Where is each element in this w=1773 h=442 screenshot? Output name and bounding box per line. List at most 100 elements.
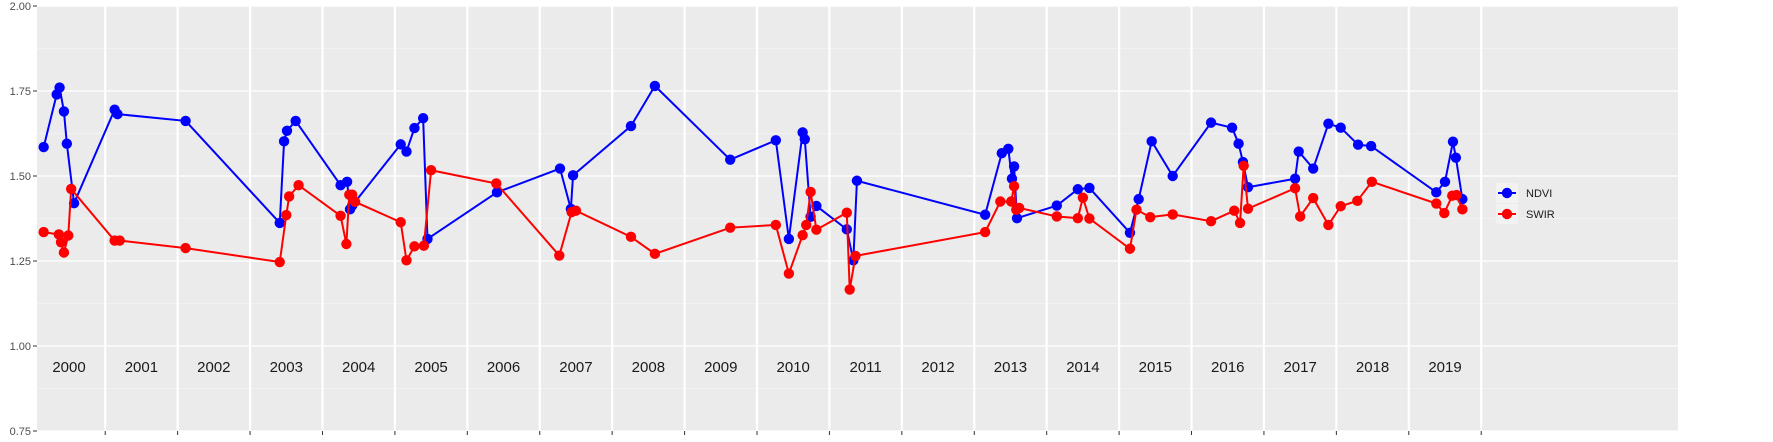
ndvi-point — [1335, 122, 1346, 133]
ndvi-point — [725, 154, 736, 165]
y-tick-label: 1.50 — [10, 171, 31, 183]
ndvi-point — [1146, 136, 1157, 147]
swir-point — [1323, 219, 1334, 231]
ndvi-point — [61, 138, 73, 149]
swir-point — [180, 242, 191, 254]
swir-point — [554, 250, 565, 261]
ndvi-point — [1051, 200, 1063, 211]
swir-point — [1205, 216, 1217, 227]
swir-point — [1167, 209, 1178, 220]
ndvi-point — [851, 175, 863, 186]
ndvi-point — [554, 163, 566, 174]
ndvi-point — [1307, 163, 1319, 174]
swir-point — [979, 226, 991, 238]
year-label: 2018 — [1356, 359, 1389, 376]
ndvi-point — [290, 115, 301, 127]
ndvi-point — [1447, 136, 1459, 147]
swir-point — [1005, 196, 1017, 207]
ndvi-point — [1003, 143, 1014, 154]
year-label: 2016 — [1211, 359, 1244, 376]
swir-point — [1451, 189, 1462, 201]
ndvi-point — [567, 170, 579, 181]
ndvi-point — [625, 120, 637, 132]
year-label: 2011 — [849, 359, 881, 376]
year-label: 2010 — [777, 359, 810, 376]
legend-key-point-swir — [1501, 208, 1513, 220]
swir-point — [625, 231, 637, 243]
ndvi-point — [783, 233, 795, 245]
swir-point — [1131, 204, 1142, 215]
swir-point — [1008, 181, 1020, 192]
swir-point — [1307, 192, 1319, 204]
ndvi-point — [1072, 184, 1084, 195]
swir-point — [1145, 211, 1156, 223]
swir-point — [1439, 207, 1450, 219]
ndvi-point — [401, 146, 412, 157]
year-label: 2015 — [1139, 359, 1172, 376]
swir-point — [805, 186, 816, 198]
legend-key-point-ndvi — [1501, 187, 1513, 199]
swir-point — [570, 205, 582, 216]
swir-point — [1124, 243, 1136, 254]
swir-point — [1084, 213, 1095, 224]
ndvi-point — [1293, 146, 1304, 157]
ndvi-point — [58, 106, 70, 117]
swir-point — [281, 209, 292, 221]
y-axis: 0.75 1.00 1.25 1.50 1.75 2.00 — [10, 1, 1482, 438]
ndvi-point — [1167, 170, 1178, 182]
swir-point — [1077, 192, 1089, 203]
swir-point — [53, 229, 65, 240]
legend: NDVI SWIR — [1496, 183, 1555, 224]
ndvi-point — [1084, 182, 1095, 194]
year-label: 2012 — [921, 359, 954, 376]
year-label: 2004 — [342, 359, 375, 376]
year-labels: 2000 2001 2002 2003 2004 2005 2006 2007 2008 2009… — [52, 359, 1461, 376]
swir-point — [293, 179, 304, 191]
legend-label-ndvi: NDVI — [1526, 188, 1552, 200]
ndvi-point — [1289, 173, 1301, 184]
swir-point — [395, 217, 406, 228]
swir-point — [1242, 203, 1254, 214]
ndvi-point — [281, 125, 293, 136]
ndvi-point — [1431, 187, 1442, 198]
year-label: 2005 — [414, 359, 447, 376]
ndvi-point — [1226, 122, 1238, 133]
series-layer — [38, 80, 1468, 295]
ndvi-point — [409, 122, 420, 134]
year-label: 2019 — [1428, 359, 1461, 376]
swir-point — [55, 237, 67, 248]
swir-point — [1457, 204, 1468, 215]
swir-point — [274, 256, 285, 268]
ndvi-point — [1233, 138, 1244, 149]
swir-point — [1013, 202, 1025, 214]
swir-point — [65, 183, 77, 195]
swir-point — [725, 222, 736, 233]
swir-point — [1294, 211, 1306, 222]
swir-point — [801, 219, 812, 231]
swir-point — [770, 219, 782, 231]
ndvi-point — [1133, 193, 1144, 205]
ndvi-point — [341, 176, 353, 187]
swir-point — [1072, 212, 1084, 224]
ndvi-point — [54, 82, 65, 93]
swir-point — [63, 230, 74, 241]
y-tick-label: 2.00 — [10, 1, 31, 13]
legend-label-swir: SWIR — [1526, 209, 1555, 221]
swir-line — [43, 165, 1464, 290]
ndvi-point — [1011, 212, 1023, 224]
swir-point — [1289, 183, 1301, 194]
year-label: 2013 — [994, 359, 1027, 376]
ndvi-point — [274, 217, 285, 229]
y-tick-label: 1.00 — [10, 341, 31, 353]
ndvi-point — [38, 141, 49, 153]
swir-point — [401, 255, 412, 266]
swir-point — [995, 196, 1006, 207]
ndvi-point — [979, 209, 991, 220]
year-label: 2000 — [52, 359, 85, 376]
ndvi-point — [395, 139, 406, 150]
y-tick-label: 1.75 — [10, 86, 31, 98]
swir-point — [811, 224, 822, 235]
swir-point — [649, 248, 661, 260]
ndvi-point — [68, 198, 80, 209]
